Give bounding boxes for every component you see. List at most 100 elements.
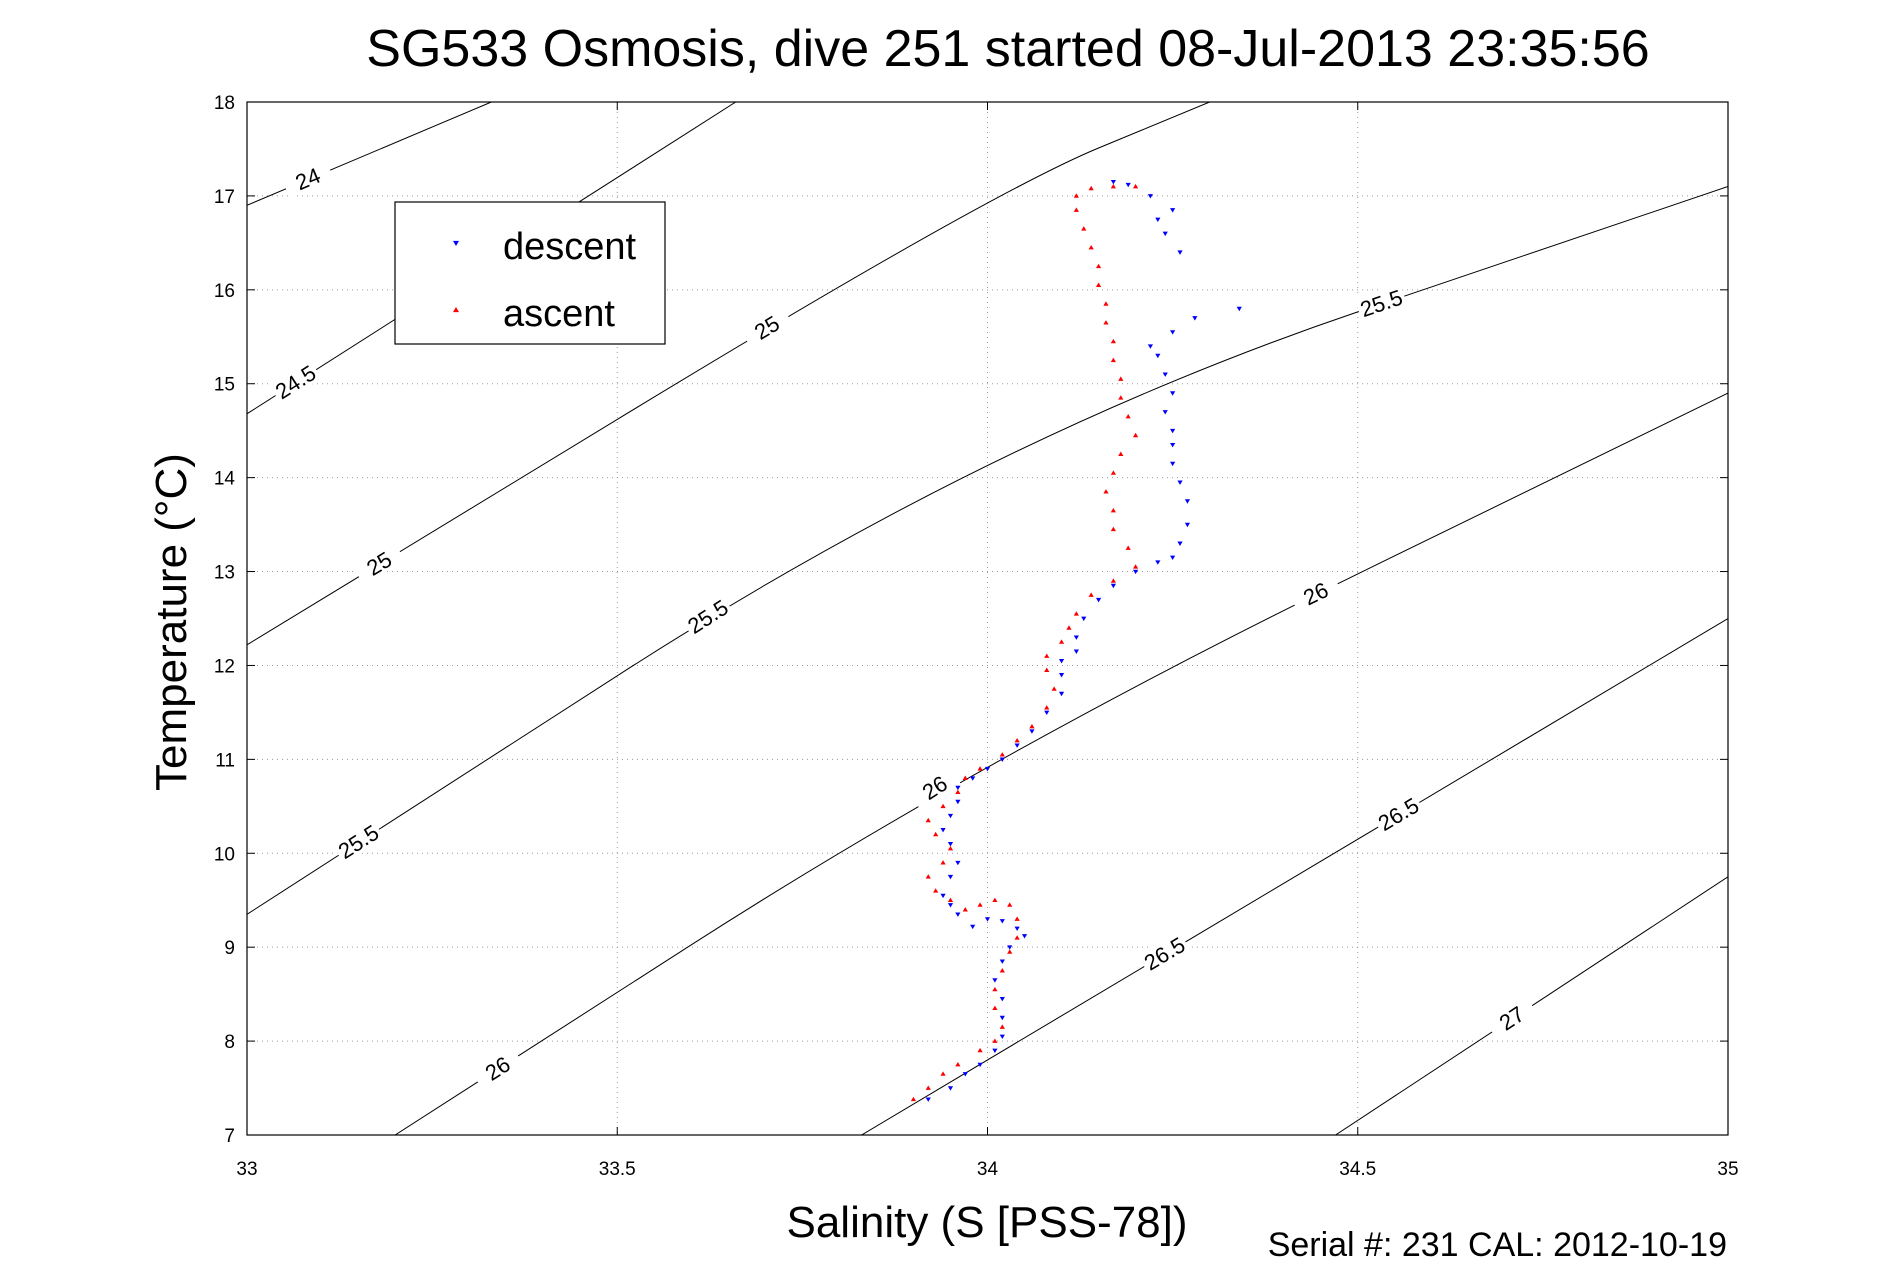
legend-marker-shape [453, 240, 459, 246]
data-point-descent [962, 1072, 968, 1077]
data-point-ascent [1125, 413, 1131, 419]
y-tick-label: 7 [224, 1126, 235, 1147]
data-point-ascent [1110, 526, 1116, 532]
data-point-ascent [962, 907, 968, 912]
data-point-descent [999, 997, 1005, 1002]
data-point-descent [955, 912, 961, 917]
data-point-descent [947, 813, 954, 819]
isopycnal-line [247, 102, 1210, 646]
data-point-descent [1007, 945, 1013, 950]
legend-marker-ascent [453, 307, 459, 313]
data-point-ascent [999, 1024, 1005, 1029]
data-point-descent [1058, 691, 1065, 697]
data-point-ascent [1029, 723, 1035, 729]
isopycnal-label-bg [1354, 282, 1408, 322]
isopycnal-label-bg [351, 539, 406, 586]
isopycnal-label-bg [331, 817, 385, 864]
data-point-ascent [1103, 320, 1109, 325]
data-point-ascent [1007, 949, 1013, 954]
data-point-descent [955, 860, 961, 866]
data-point-descent [999, 757, 1005, 762]
data-point-ascent [933, 831, 939, 837]
isopycnal-labels: 2424.524.5252525.525.525.526262626.526.5… [268, 157, 1538, 1091]
data-point-descent [947, 842, 954, 847]
data-point-ascent [1073, 193, 1079, 198]
data-point-descent [1170, 330, 1176, 335]
y-tick-label: 18 [214, 93, 235, 114]
data-point-ascent [925, 817, 931, 823]
data-point-descent [999, 1015, 1005, 1021]
data-point-descent [1014, 743, 1020, 748]
data-point-ascent [992, 897, 998, 903]
data-point-descent [955, 785, 961, 791]
data-point-descent [984, 917, 991, 922]
data-point-ascent [1058, 639, 1065, 644]
data-point-descent [947, 1086, 954, 1091]
data-point-descent [1110, 180, 1116, 185]
data-point-ascent [933, 888, 939, 893]
data-point-ascent [1118, 376, 1124, 381]
data-point-descent [1162, 231, 1168, 237]
data-point-ascent [992, 1005, 998, 1011]
data-point-descent [1058, 673, 1065, 678]
data-point-ascent [947, 897, 954, 903]
data-point-ascent [1133, 432, 1139, 438]
data-point-descent [1177, 250, 1183, 255]
data-point-ascent [1118, 451, 1124, 456]
data-point-ascent [940, 803, 946, 809]
data-point-descent [1184, 522, 1191, 528]
data-point-ascent [1095, 282, 1102, 287]
data-point-ascent [1051, 686, 1057, 691]
data-point-ascent [1118, 395, 1124, 400]
data-point-descent [1073, 649, 1079, 654]
data-point-ascent [1044, 705, 1050, 710]
data-point-descent [1192, 316, 1198, 321]
x-tick-label: 35 [1717, 1159, 1738, 1180]
data-point-ascent [1110, 338, 1116, 344]
data-point-descent [999, 959, 1005, 964]
y-tick-label: 9 [224, 938, 235, 959]
y-tick-label: 17 [214, 187, 235, 208]
y-tick-label: 12 [214, 656, 235, 677]
data-point-ascent [1088, 185, 1094, 191]
y-tick-label: 15 [214, 375, 235, 396]
data-point-descent [1021, 934, 1028, 939]
legend-label-descent: descent [503, 226, 637, 268]
data-point-ascent [1073, 611, 1079, 616]
y-axis-label: Temperature (°C) [147, 453, 196, 791]
legend-marker-descent [453, 240, 459, 246]
data-point-ascent [1066, 625, 1072, 630]
data-point-ascent [1073, 207, 1079, 212]
data-point-descent [947, 874, 954, 880]
data-point-ascent [1133, 183, 1139, 189]
data-point-ascent [940, 1071, 946, 1076]
isopycnal-label-bg [1137, 929, 1191, 976]
y-tick-label: 13 [214, 563, 235, 584]
data-point-ascent [1110, 183, 1116, 189]
data-point-ascent [1110, 357, 1116, 363]
y-tick-label: 11 [215, 750, 235, 771]
serial-cal-footer: Serial #: 231 CAL: 2012-10-19 [1268, 1226, 1727, 1262]
data-point-descent [1162, 372, 1168, 377]
data-point-descent [955, 799, 961, 805]
isopycnal-label-bg [268, 357, 322, 404]
data-series [910, 180, 1242, 1102]
isopycnal-line [861, 618, 1728, 1135]
legend-marker-shape [453, 307, 459, 313]
data-point-descent [1029, 729, 1035, 734]
data-point-descent [1058, 658, 1065, 664]
data-point-ascent [910, 1096, 917, 1102]
data-point-descent [1170, 555, 1176, 561]
data-point-descent [1177, 480, 1183, 485]
data-point-ascent [977, 766, 983, 771]
data-point-ascent [1088, 592, 1094, 597]
x-tick-label: 33.5 [599, 1159, 636, 1180]
data-point-descent [970, 776, 976, 781]
data-point-descent [1155, 560, 1161, 565]
data-point-ascent [992, 1038, 998, 1043]
y-tick-label: 10 [214, 844, 235, 865]
data-point-descent [1095, 597, 1102, 603]
y-tick-label: 14 [214, 469, 236, 490]
data-point-ascent [1103, 301, 1109, 306]
